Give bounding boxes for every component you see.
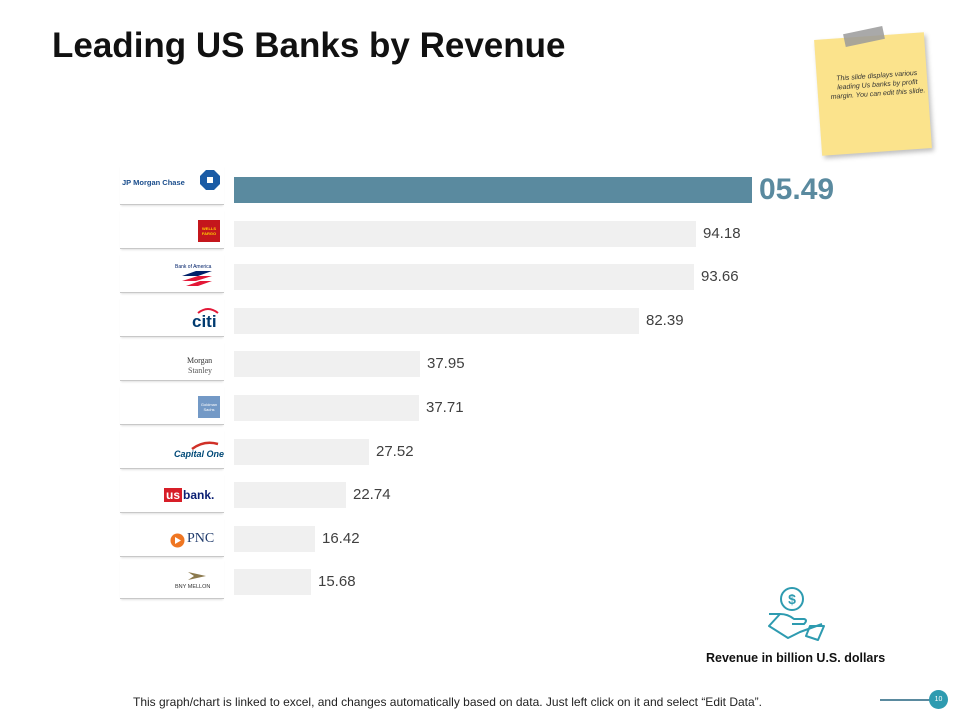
morgan-stanley-logo-line1: Morgan	[187, 356, 213, 365]
goldman-sachs-logo-line1: Goldman	[200, 402, 218, 407]
bank-of-america-logo-text: Bank of America	[175, 264, 212, 270]
logo-cell-bank-of-america: Bank of America	[120, 252, 224, 293]
chart-bar	[234, 221, 696, 247]
logo-cell-citi: citi	[120, 296, 224, 337]
bank-of-america-flag-icon	[182, 271, 212, 286]
bar-value-label: 93.66	[701, 268, 739, 285]
sticky-note-paper: This slide displays various leading Us b…	[814, 32, 932, 156]
chart-bar	[234, 395, 419, 421]
logo-cell-us-bank: us bank.	[120, 472, 224, 513]
logo-cell-jpmorgan: JP Morgan Chase	[120, 164, 224, 205]
wells-fargo-logo: WELLS FARGO	[198, 220, 220, 242]
page-number-badge: 10	[929, 690, 948, 709]
jpmorgan-logo-text: JP Morgan Chase	[122, 178, 185, 187]
citi-arc-icon	[197, 308, 219, 314]
citi-logo-text: citi	[192, 312, 217, 331]
chart-bar	[234, 177, 752, 203]
svg-text:$: $	[788, 591, 796, 607]
capital-one-swoosh-icon	[191, 441, 219, 450]
chart-bar	[234, 482, 346, 508]
pnc-triangle-icon	[170, 533, 185, 548]
bar-value-label: 05.49	[759, 173, 835, 206]
wells-fargo-logo-line1: WELLS	[202, 226, 216, 231]
bny-mellon-logo-text: BNY MELLON	[175, 584, 211, 590]
bar-value-label: 37.95	[427, 355, 465, 372]
logo-cell-morgan-stanley: Morgan Stanley	[120, 340, 224, 381]
footer-accent-line	[880, 699, 930, 701]
bar-value-label: 15.68	[318, 573, 356, 590]
logo-cell-goldman-sachs: Goldman Sachs	[120, 384, 224, 425]
page-title: Leading US Banks by Revenue	[52, 26, 566, 65]
chart-bar	[234, 569, 311, 595]
goldman-sachs-logo-line2: Sachs	[203, 407, 215, 412]
wells-fargo-logo-line2: FARGO	[201, 231, 217, 236]
us-bank-logo-bank: bank.	[183, 488, 215, 502]
chart-bar	[234, 351, 420, 377]
sticky-note-text: This slide displays various leading Us b…	[830, 69, 926, 101]
bar-value-label: 22.74	[353, 486, 391, 503]
bar-value-label: 94.18	[703, 225, 741, 242]
chart-bar	[234, 308, 639, 334]
money-hand-icon: $	[768, 587, 825, 641]
logo-cell-pnc: PNC	[120, 516, 224, 557]
morgan-stanley-logo-line2: Stanley	[188, 366, 212, 375]
logo-cell-bny-mellon: BNY MELLON	[120, 558, 224, 599]
pnc-logo-text: PNC	[187, 531, 215, 546]
chart-bar	[234, 439, 369, 465]
bar-value-label: 82.39	[646, 312, 684, 329]
logo-cell-wells-fargo: WELLS FARGO	[120, 208, 224, 249]
logo-cell-capital-one: Capital One	[120, 428, 224, 469]
bny-mellon-arrow-icon	[188, 572, 206, 580]
us-bank-logo-us: us	[164, 488, 183, 502]
axis-caption: Revenue in billion U.S. dollars	[706, 651, 886, 665]
chase-octagon-icon	[200, 170, 220, 190]
chart-bar	[234, 526, 315, 552]
sticky-note: This slide displays various leading Us b…	[812, 25, 934, 162]
bar-value-label: 37.71	[426, 399, 464, 416]
bar-value-label: 16.42	[322, 530, 360, 547]
capital-one-logo-text: Capital One	[174, 449, 225, 459]
chart-bar	[234, 264, 694, 290]
goldman-sachs-logo: Goldman Sachs	[198, 396, 220, 418]
footer-note: This graph/chart is linked to excel, and…	[133, 695, 762, 709]
bar-value-label: 27.52	[376, 443, 414, 460]
